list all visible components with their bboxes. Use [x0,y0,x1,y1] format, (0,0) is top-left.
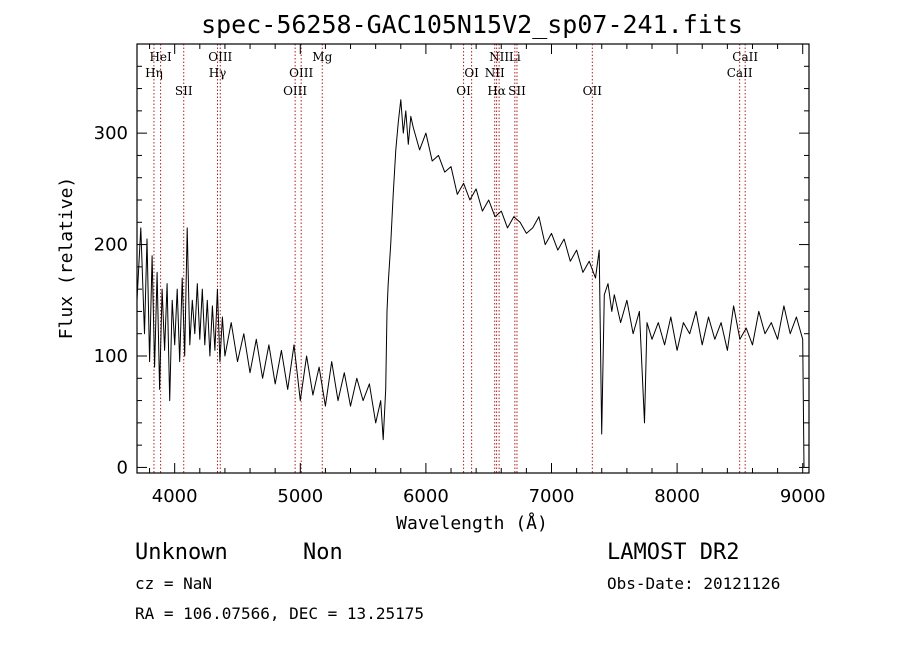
line-label-2: SII [175,84,193,98]
x-tick-label-6000: 6000 [403,486,449,507]
x-tick-label-8000: 8000 [654,486,700,507]
y-tick-label-100: 100 [94,346,128,367]
line-label-9: OI [456,84,471,98]
observation-date: Obs-Date: 20121126 [607,574,780,593]
x-tick-label-5000: 5000 [277,486,323,507]
object-subclass: Non [303,540,343,565]
y-tick-label-200: 200 [94,235,128,256]
object-class: Unknown [135,540,228,565]
y-tick-label-0: 0 [117,457,128,478]
line-label-17: CaII [727,66,753,80]
x-axis-label: Wavelength (Å) [396,512,548,534]
x-axis: 4000 5000 6000 7000 8000 9000 [149,44,826,507]
line-label-7: Mg [312,50,332,64]
line-label-13: Hα [487,84,506,98]
spectrum-series [136,99,805,468]
x-tick-label-4000: 4000 [152,486,198,507]
line-label-12: NII [485,66,505,80]
line-label-5: OIII [289,66,313,80]
chart-title: spec-56258-GAC105N15V2_sp07-241.fits [201,10,743,39]
line-label-10: NII [489,50,509,64]
x-tick-label-9000: 9000 [780,486,826,507]
line-label-11: Li [509,50,521,64]
y-axis-label: Flux (relative) [56,177,77,340]
line-label-0: HeI [149,50,172,64]
line-label-8: OI [464,66,479,80]
redshift-readout: cz = NaN [135,574,212,593]
line-label-14: SII [508,84,526,98]
line-label-1: Hη [145,66,163,80]
line-label-4: Hγ [209,66,227,80]
line-label-16: CaII [732,50,758,64]
spectrum-line-0 [136,99,805,468]
line-label-3: OIII [208,50,232,64]
y-tick-label-300: 300 [94,123,128,144]
plot-frame [136,43,810,474]
coordinates-readout: RA = 106.07566, DEC = 13.25175 [135,604,424,623]
survey-name: LAMOST DR2 [607,540,739,565]
y-axis: 0 100 200 300 [94,65,809,478]
line-label-6: OIII [283,84,307,98]
line-label-15: OII [583,84,603,98]
x-tick-label-7000: 7000 [529,486,575,507]
